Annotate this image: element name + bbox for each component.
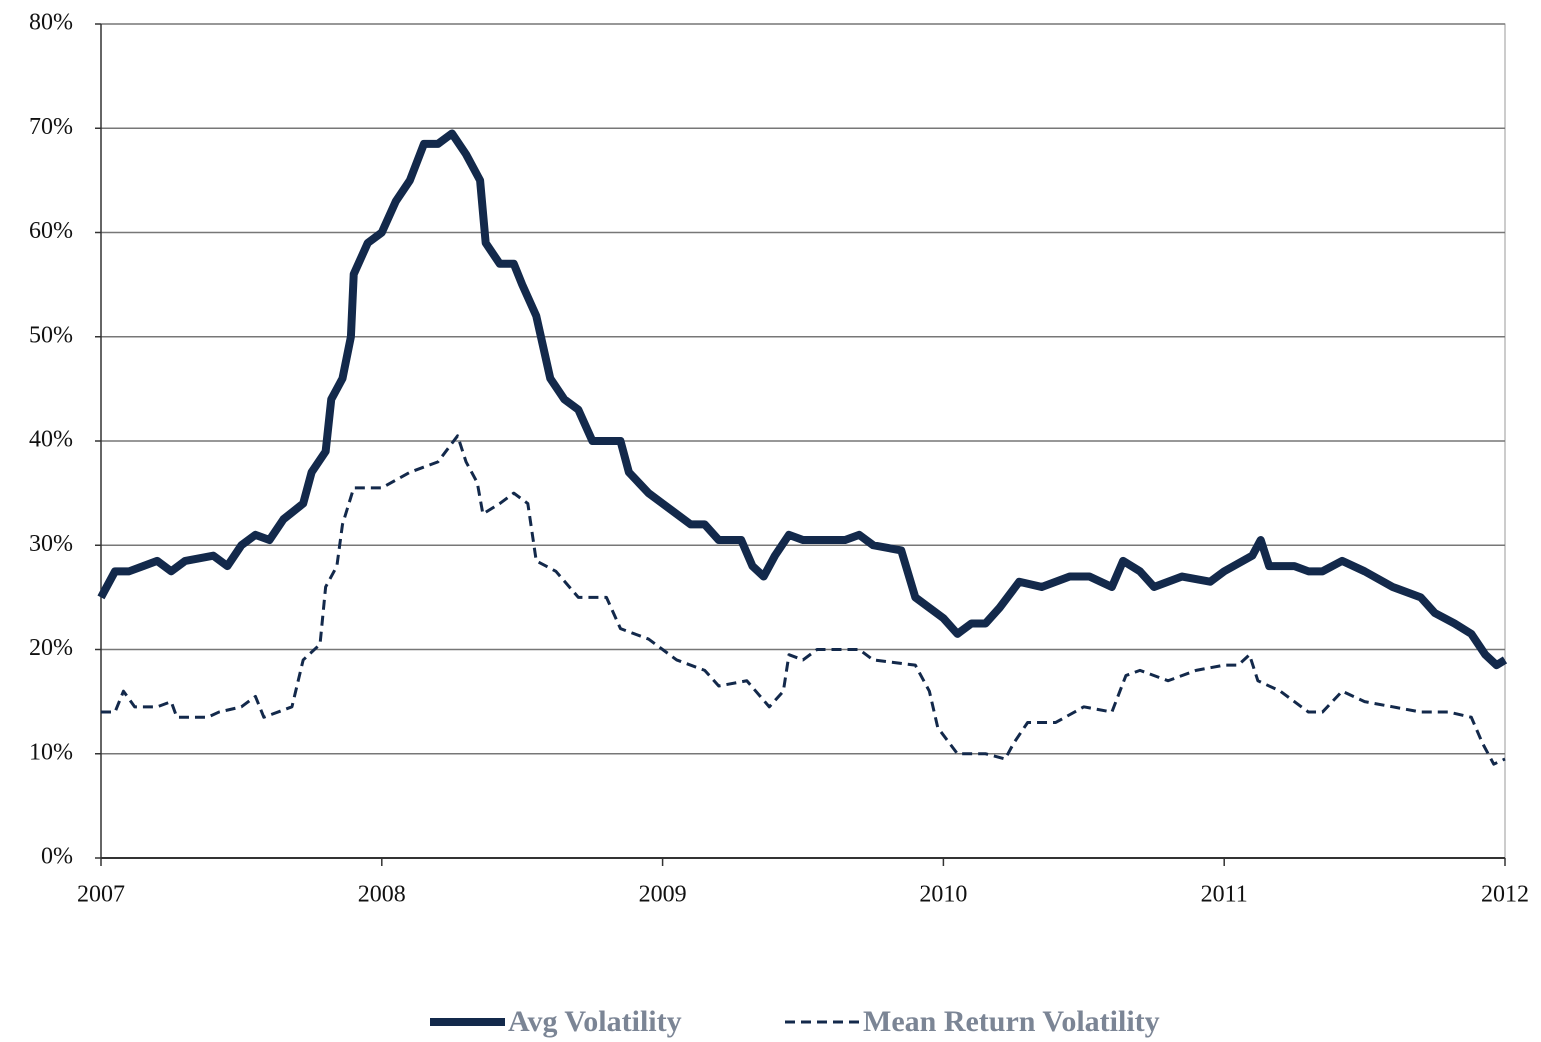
x-tick-label: 2011 — [1201, 882, 1248, 908]
y-tick-label: 50% — [29, 322, 73, 348]
y-tick-label: 80% — [29, 10, 73, 36]
y-tick-label: 20% — [29, 635, 73, 661]
y-tick-label: 0% — [41, 844, 73, 870]
line-series — [97, 129, 1508, 670]
x-tick-label: 2008 — [358, 882, 406, 908]
y-tick-label: 30% — [29, 531, 73, 557]
x-tick-label: 2007 — [77, 882, 125, 908]
line-series — [101, 434, 1506, 766]
legend-label: Mean Return Volatility — [863, 1005, 1160, 1038]
x-tick-label: 2012 — [1481, 882, 1529, 908]
x-tick-label: 2010 — [919, 882, 967, 908]
legend-label: Avg Volatility — [508, 1005, 682, 1038]
y-tick-label: 10% — [29, 739, 73, 765]
y-tick-label: 40% — [29, 427, 73, 453]
y-tick-label: 70% — [29, 114, 73, 140]
x-tick-label: 2009 — [639, 882, 687, 908]
y-tick-label: 60% — [29, 218, 73, 244]
